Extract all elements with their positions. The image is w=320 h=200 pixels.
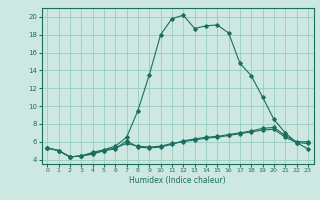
X-axis label: Humidex (Indice chaleur): Humidex (Indice chaleur) — [129, 176, 226, 185]
